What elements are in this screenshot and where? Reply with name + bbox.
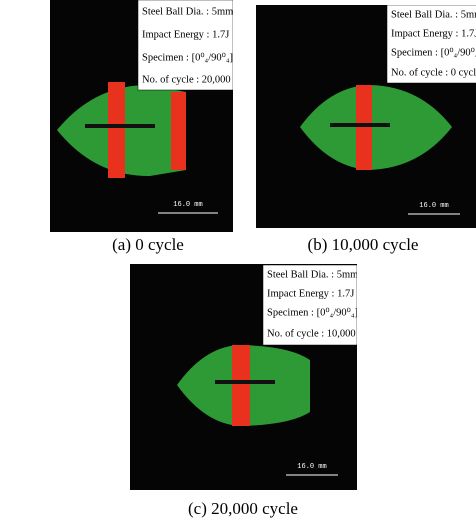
info-line: No. of cycle : 10,000 (267, 328, 356, 339)
info-line: Steel Ball Dia. : 5mm (267, 269, 358, 280)
panel-b: Steel Ball Dia. : 5mm Impact Energy : 1.… (256, 5, 476, 228)
scale-label: 16.0 mm (297, 463, 326, 471)
red-zone (232, 345, 250, 426)
caption: (a) 0 cycle (112, 235, 184, 254)
crack (215, 380, 275, 384)
red-zone (356, 85, 372, 170)
red-zone (108, 82, 125, 178)
info-line: Impact Energy : 1.7J (391, 28, 476, 39)
figure: Steel Ball Dia. : 5mm Impact Energy : 1.… (0, 0, 476, 521)
crack (85, 124, 155, 128)
info-line: Impact Energy : 1.7J (267, 288, 354, 299)
info-box: Steel Ball Dia. : 5mm Impact Energy : 1.… (263, 265, 362, 345)
panel-a: Steel Ball Dia. : 5mm Impact Energy : 1.… (50, 0, 237, 232)
scale-label: 16.0 mm (173, 201, 202, 209)
crack (330, 123, 390, 127)
panel-c: Steel Ball Dia. : 5mm Impact Energy : 1.… (130, 264, 362, 490)
info-line: Impact Energy : 1.7J (142, 29, 229, 40)
info-line: No. of cycle : 20,000 (142, 74, 231, 85)
info-line: No. of cycle : 0 cycle (391, 67, 476, 78)
scale-label: 16.0 mm (419, 202, 448, 210)
info-line: Specimen : [0⁰₄/90⁰₄]s (391, 46, 476, 58)
info-line: Specimen : [0⁰₄/90⁰₄]s (267, 306, 362, 318)
info-line: Steel Ball Dia. : 5mm (391, 9, 476, 20)
info-box: Steel Ball Dia. : 5mm Impact Energy : 1.… (138, 0, 237, 90)
caption: (b) 10,000 cycle (308, 235, 419, 254)
red-zone (171, 92, 186, 170)
info-line: Specimen : [0⁰₄/90⁰₄]s (142, 51, 237, 63)
caption: (c) 20,000 cycle (188, 499, 298, 518)
info-line: Steel Ball Dia. : 5mm (142, 6, 233, 17)
info-box: Steel Ball Dia. : 5mm Impact Energy : 1.… (387, 5, 476, 83)
